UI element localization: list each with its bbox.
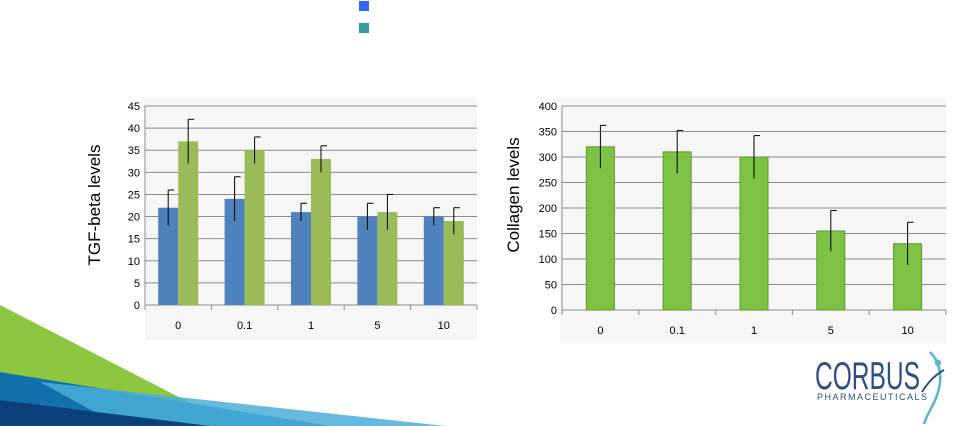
y-tick-label: 200: [539, 203, 557, 215]
x-tick-label: 10: [901, 325, 913, 337]
bar: [585, 146, 615, 311]
bar: [244, 150, 265, 305]
x-tick-label: 5: [828, 325, 834, 337]
x-tick-label: 0.1: [237, 320, 252, 332]
x-tick-label: 1: [751, 325, 757, 337]
bar: [291, 212, 311, 305]
x-tick-label: 1: [308, 320, 314, 332]
y-tick-label: 50: [545, 280, 557, 292]
y-tick-label: 45: [128, 101, 140, 113]
logo-name: CORBUS: [815, 355, 920, 398]
y-tick-label: 100: [539, 254, 557, 266]
bar: [662, 151, 692, 311]
y-tick-label: 400: [539, 101, 557, 113]
bar: [158, 207, 179, 305]
y-tick-label: 10: [128, 256, 140, 268]
y-tick-label: 0: [134, 300, 140, 312]
bar: [423, 216, 444, 305]
bar: [443, 220, 464, 305]
bar: [311, 159, 331, 305]
y-tick-label: 35: [128, 145, 140, 157]
bar: [178, 141, 199, 305]
legend-swatch-1: [359, 1, 369, 11]
bar: [224, 198, 245, 305]
x-tick-label: 5: [374, 320, 380, 332]
logo-dot-icon: [934, 359, 942, 367]
y-tick-label: 150: [539, 229, 557, 241]
y-tick-label: 40: [128, 123, 140, 135]
y-axis-label: Collagen levels: [504, 137, 523, 252]
y-tick-label: 5: [134, 278, 140, 290]
legend-swatch-2: [359, 23, 369, 33]
bar: [377, 212, 398, 305]
y-tick-label: 25: [128, 189, 140, 201]
y-tick-label: 350: [539, 127, 557, 139]
x-tick-label: 0: [597, 325, 603, 337]
y-tick-label: 20: [128, 212, 140, 224]
x-tick-label: 0: [175, 320, 181, 332]
y-axis-label: TGF-beta levels: [85, 145, 104, 266]
x-tick-label: 10: [438, 320, 450, 332]
y-tick-label: 0: [551, 305, 557, 317]
x-tick-label: 0.1: [670, 325, 685, 337]
y-tick-label: 30: [128, 167, 140, 179]
y-tick-label: 300: [539, 152, 557, 164]
logo-tagline: PHARMACEUTICALS: [817, 392, 929, 402]
y-tick-label: 250: [539, 178, 557, 190]
bar: [739, 156, 769, 311]
y-tick-label: 15: [128, 234, 140, 246]
logo-swoosh-icon: [921, 369, 945, 393]
bar: [357, 216, 378, 305]
